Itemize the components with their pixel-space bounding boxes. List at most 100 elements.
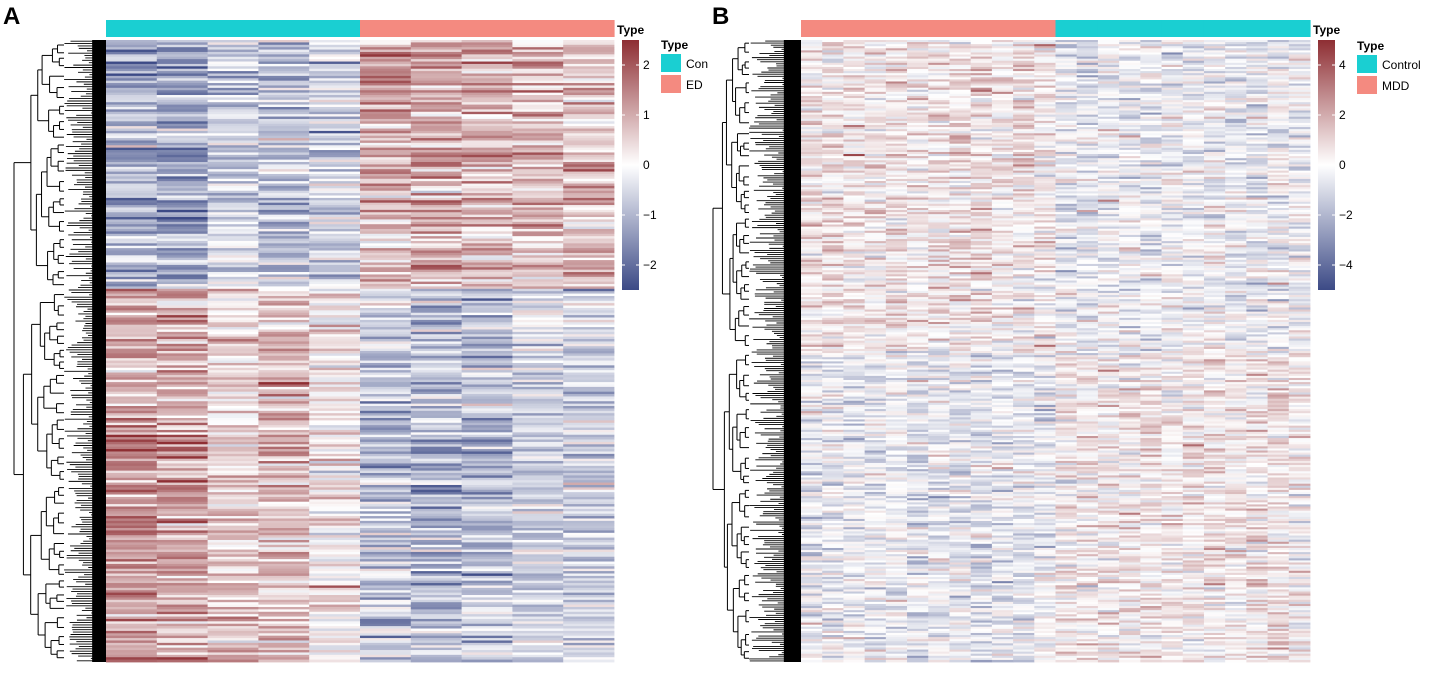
heatmap-cell — [309, 487, 361, 491]
heatmap-cell — [822, 100, 844, 103]
panel-a-legend-label-ed: ED — [686, 78, 703, 92]
heatmap-cell — [1034, 77, 1056, 80]
heatmap-cell — [309, 602, 361, 605]
heatmap-cell — [970, 50, 993, 53]
heatmap-cell — [258, 358, 310, 361]
heatmap-cell — [563, 322, 615, 326]
heatmap-cell — [512, 40, 564, 43]
heatmap-cell — [512, 197, 564, 201]
heatmap-cell — [563, 487, 615, 491]
annotation-cell-control — [1246, 20, 1269, 37]
panel-a-annotation-title: Type — [617, 23, 644, 37]
heatmap-cell — [801, 133, 823, 136]
heatmap-cell — [563, 159, 615, 163]
heatmap-cell — [563, 336, 615, 340]
heatmap-cell — [309, 489, 361, 493]
heatmap-cell — [207, 114, 259, 117]
heatmap-cell — [864, 66, 887, 70]
heatmap-cell — [461, 59, 513, 62]
heatmap-cell — [461, 477, 513, 481]
heatmap-cell — [563, 451, 615, 455]
heatmap-cell — [461, 597, 513, 601]
heatmap-cell — [970, 83, 993, 87]
heatmap-cell — [461, 286, 513, 290]
heatmap-cell — [258, 233, 310, 237]
heatmap-cell — [1288, 54, 1311, 57]
heatmap-cell — [106, 343, 158, 347]
heatmap-cell — [258, 592, 310, 596]
heatmap-cell — [928, 42, 950, 45]
heatmap-cell — [1097, 56, 1120, 60]
heatmap-cell — [258, 164, 310, 168]
heatmap-cell — [106, 310, 158, 314]
heatmap-cell — [563, 147, 615, 151]
heatmap-cell — [410, 291, 462, 294]
heatmap-cell — [461, 51, 513, 55]
heatmap-cell — [1288, 98, 1311, 101]
heatmap-cell — [410, 324, 462, 328]
heatmap-cell — [907, 95, 929, 99]
heatmap-cell — [309, 176, 361, 180]
heatmap-cell — [512, 154, 564, 158]
heatmap-cell — [512, 281, 564, 285]
heatmap-cell — [970, 85, 993, 89]
heatmap-cell — [258, 329, 310, 333]
heatmap-cell — [360, 66, 412, 70]
heatmap-cell — [864, 54, 887, 57]
heatmap-cell — [885, 75, 908, 78]
heatmap-cell — [801, 102, 823, 105]
heatmap-cell — [106, 473, 158, 476]
heatmap-cell — [207, 563, 259, 567]
heatmap-cell — [461, 580, 513, 584]
heatmap-cell — [991, 102, 1014, 105]
heatmap-cell — [928, 131, 950, 134]
heatmap-cell — [360, 616, 412, 620]
heatmap-cell — [360, 654, 412, 658]
heatmap-cell — [258, 56, 310, 60]
heatmap-cell — [156, 499, 208, 503]
heatmap-cell — [258, 195, 310, 199]
heatmap-cell — [1182, 127, 1205, 130]
heatmap-cell — [563, 465, 615, 469]
heatmap-cell — [410, 104, 462, 108]
heatmap-cell — [309, 635, 361, 639]
heatmap-cell — [949, 100, 972, 103]
heatmap-cell — [258, 104, 310, 108]
heatmap-cell — [1203, 145, 1226, 149]
heatmap-cell — [258, 508, 310, 512]
heatmap-cell — [1225, 151, 1247, 155]
heatmap-cell — [1140, 95, 1162, 99]
heatmap-cell — [207, 456, 259, 460]
heatmap-cell — [410, 95, 462, 98]
heatmap-cell — [563, 537, 615, 541]
heatmap-cell — [360, 250, 412, 254]
heatmap-cell — [360, 592, 412, 596]
heatmap-cell — [461, 190, 513, 194]
heatmap-cell — [156, 611, 208, 615]
heatmap-cell — [207, 164, 259, 168]
heatmap-cell — [1267, 77, 1290, 80]
heatmap-cell — [1076, 125, 1099, 128]
heatmap-cell — [512, 248, 564, 251]
heatmap-cell — [512, 106, 564, 110]
heatmap-cell — [360, 123, 412, 127]
heatmap-cell — [106, 157, 158, 161]
heatmap-cell — [928, 89, 950, 93]
heatmap-cell — [822, 83, 844, 87]
heatmap-cell — [563, 176, 615, 180]
heatmap-cell — [106, 243, 158, 247]
heatmap-cell — [106, 334, 158, 338]
heatmap-cell — [309, 128, 361, 132]
heatmap-cell — [563, 231, 615, 235]
heatmap-cell — [106, 417, 158, 421]
heatmap-cell — [207, 121, 259, 125]
heatmap-cell — [1097, 79, 1120, 82]
heatmap-cell — [907, 58, 929, 62]
heatmap-cell — [309, 169, 361, 172]
heatmap-cell — [801, 139, 823, 142]
heatmap-cell — [258, 532, 310, 536]
heatmap-cell — [461, 353, 513, 357]
heatmap-cell — [1203, 48, 1226, 51]
heatmap-cell — [512, 539, 564, 543]
heatmap-cell — [156, 501, 208, 505]
